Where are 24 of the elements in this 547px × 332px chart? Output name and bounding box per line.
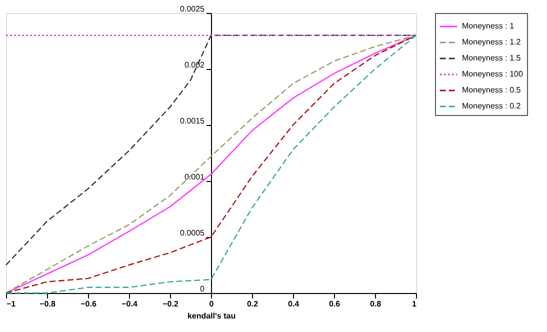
y-tick-label: 0	[200, 284, 206, 294]
legend-label: Moneyness : 1.5	[462, 54, 522, 62]
x-tick-label: −0.4	[122, 300, 138, 308]
x-tick-label: 0.6	[328, 300, 341, 308]
y-tick-label: 0.0015	[180, 116, 206, 126]
legend-label: Moneyness : 1	[462, 22, 515, 30]
x-tick-label: 0.2	[246, 300, 259, 308]
x-tick-label: 0	[209, 300, 214, 308]
y-tick-label: 0.002	[184, 60, 206, 70]
x-tick-label: 0.4	[288, 300, 300, 308]
legend-label: Moneyness : 1.2	[462, 38, 522, 46]
x-tick-label: −1	[6, 300, 16, 308]
y-tick-label: 0.0005	[180, 228, 206, 238]
x-tick-label: −0.8	[40, 300, 56, 308]
x-axis-title: kendall's tau	[187, 312, 236, 320]
x-tick-label: −0.2	[162, 300, 179, 308]
x-tick-label: −0.6	[80, 300, 97, 308]
legend-label: Moneyness : 100	[462, 70, 524, 78]
x-tick-label: 1	[412, 300, 418, 308]
y-tick-label: 0.001	[184, 172, 206, 182]
y-tick-label: 0.0025	[180, 4, 206, 14]
x-tick-label: 0.8	[370, 300, 382, 308]
legend-label: Moneyness : 0.5	[462, 86, 522, 94]
legend-label: Moneyness : 0.2	[462, 102, 522, 110]
